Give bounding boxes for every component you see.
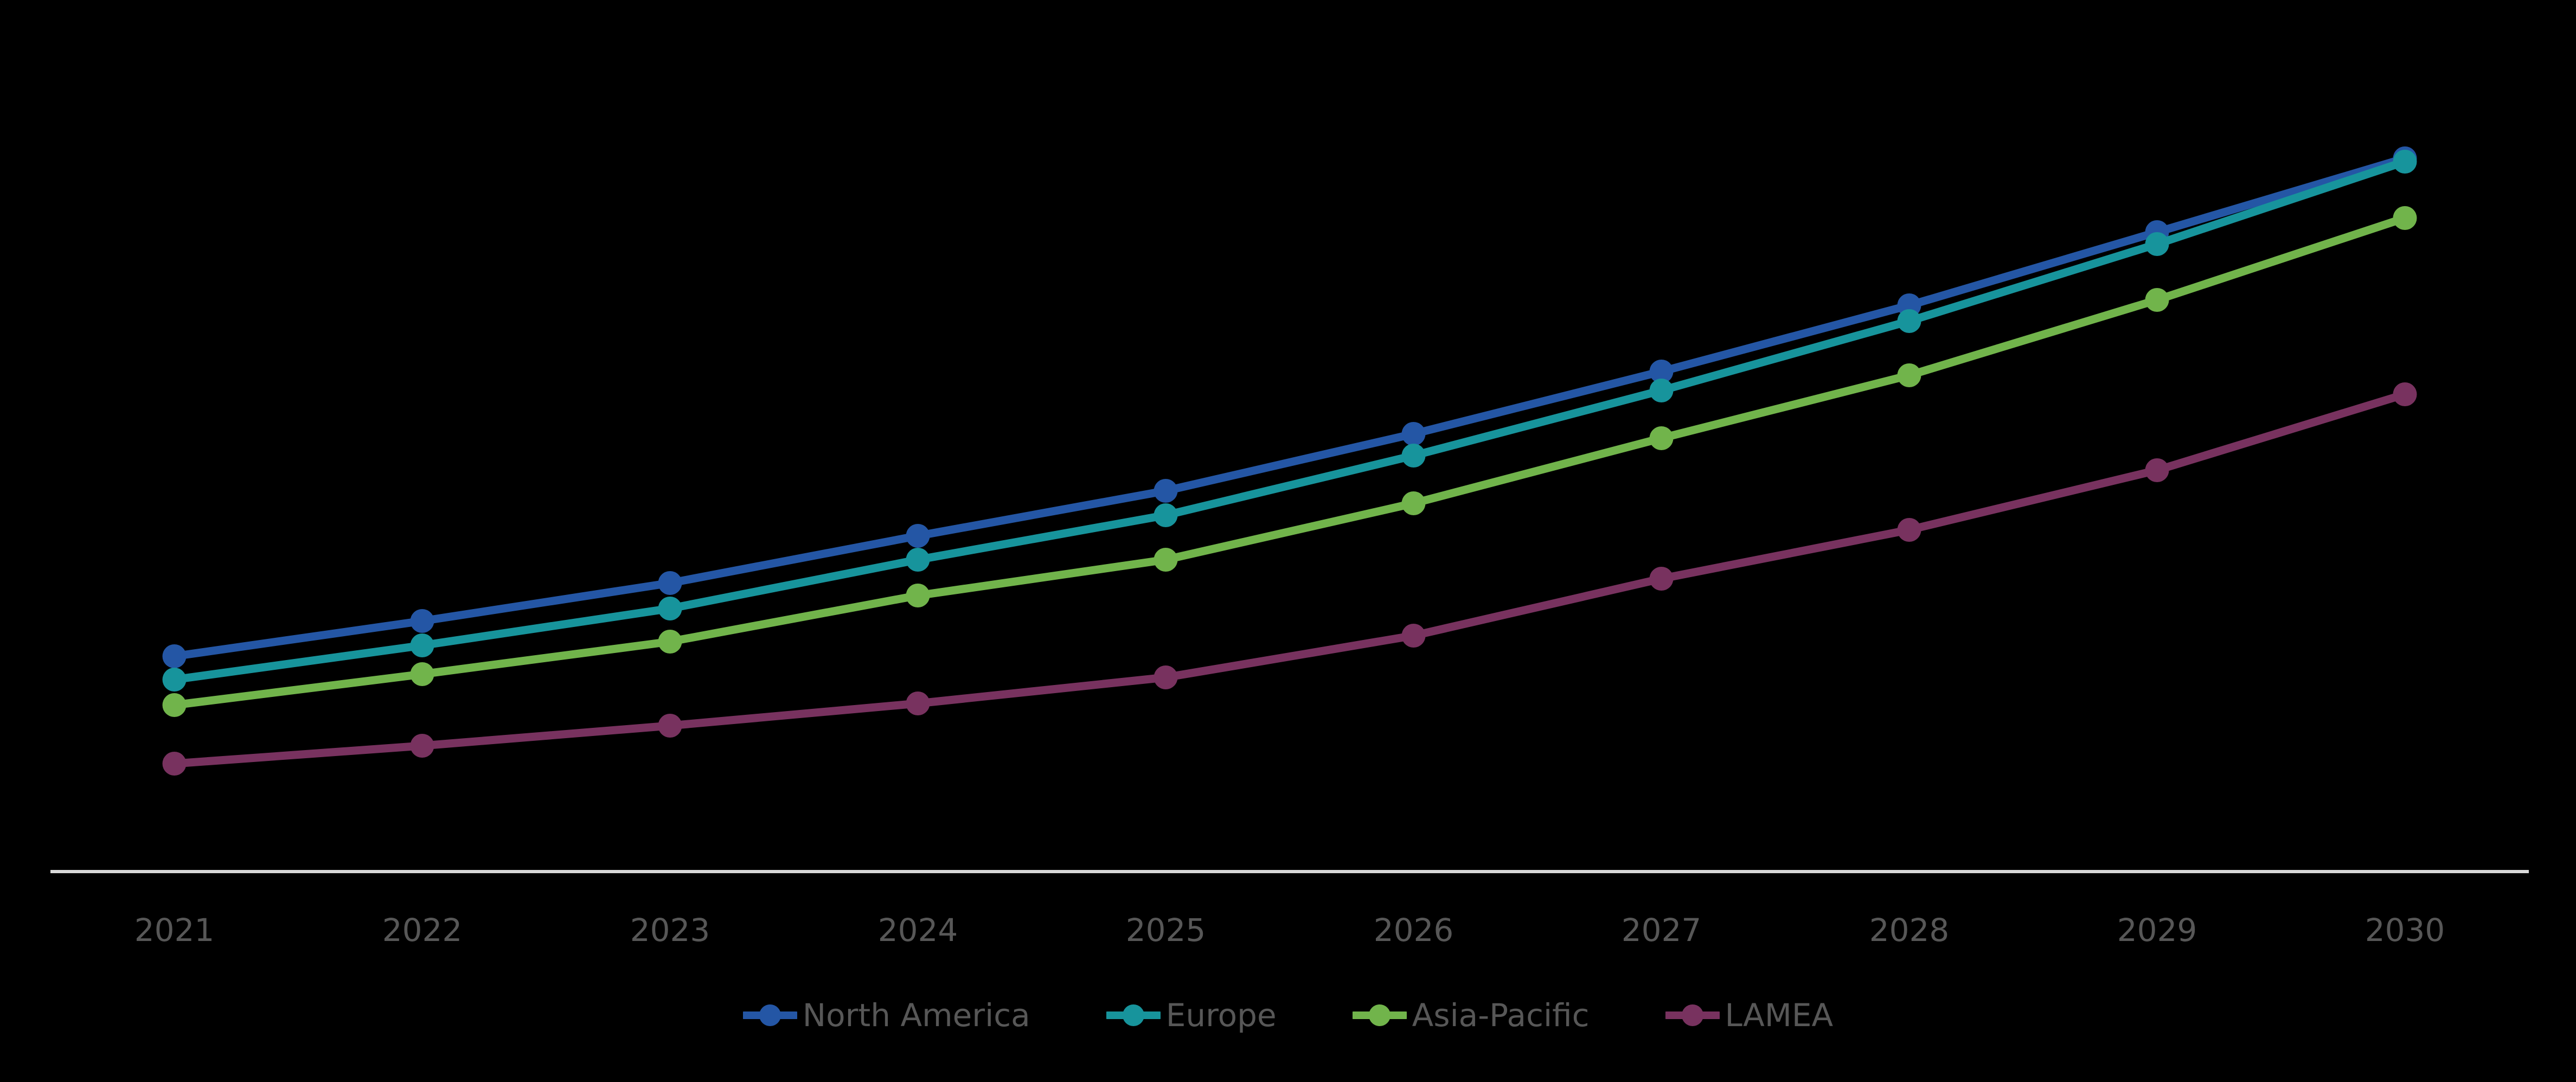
series-line-europe	[170, 157, 2409, 684]
data-point-asia-pacific-2023[interactable]	[658, 630, 682, 654]
data-point-north-america-2026[interactable]	[1401, 422, 1426, 446]
data-point-north-america-2025[interactable]	[1154, 479, 1178, 503]
data-point-europe-2024[interactable]	[906, 548, 930, 572]
data-point-europe-2025[interactable]	[1154, 503, 1178, 527]
x-axis-label-2026: 2026	[1374, 912, 1454, 949]
data-point-asia-pacific-2026[interactable]	[1401, 491, 1426, 515]
series-line-north-america	[170, 154, 2409, 661]
legend-label-europe: Europe	[1165, 997, 1277, 1034]
legend-item-lamea[interactable]: LAMEA	[1665, 997, 1834, 1034]
data-point-asia-pacific-2021[interactable]	[162, 693, 187, 717]
chart-legend: North America Europe Asia-Pacific LAMEA	[0, 997, 2576, 1034]
data-point-north-america-2022[interactable]	[410, 609, 434, 633]
data-point-europe-2023[interactable]	[658, 597, 682, 620]
legend-marker-icon-north-america	[742, 1004, 797, 1026]
series-line-asia-pacific	[170, 214, 2409, 709]
data-point-asia-pacific-2028[interactable]	[1897, 363, 1921, 387]
data-point-lamea-2029[interactable]	[2145, 458, 2169, 482]
legend-item-europe[interactable]: Europe	[1106, 997, 1277, 1034]
data-point-europe-2021[interactable]	[162, 668, 187, 692]
legend-marker-icon-europe	[1106, 1004, 1161, 1026]
data-point-europe-2027[interactable]	[1649, 379, 1674, 402]
data-point-north-america-2023[interactable]	[658, 571, 682, 595]
data-point-europe-2028[interactable]	[1897, 309, 1921, 333]
x-axis-label-2022: 2022	[382, 912, 463, 949]
data-point-europe-2030[interactable]	[2393, 150, 2417, 174]
data-point-asia-pacific-2030[interactable]	[2393, 206, 2417, 230]
x-axis-label-2023: 2023	[630, 912, 710, 949]
x-axis-line	[50, 870, 2529, 873]
data-point-lamea-2025[interactable]	[1154, 665, 1178, 689]
x-axis-label-2024: 2024	[878, 912, 958, 949]
data-point-asia-pacific-2024[interactable]	[906, 584, 930, 607]
x-axis-label-2025: 2025	[1126, 912, 1206, 949]
data-point-asia-pacific-2022[interactable]	[410, 662, 434, 686]
x-axis-label-2029: 2029	[2117, 912, 2197, 949]
legend-marker-icon-asia-pacific	[1352, 1004, 1407, 1026]
data-point-north-america-2027[interactable]	[1649, 360, 1674, 383]
series-line-lamea	[170, 390, 2409, 768]
data-point-europe-2022[interactable]	[410, 633, 434, 657]
data-point-lamea-2022[interactable]	[410, 734, 434, 758]
legend-item-north-america[interactable]: North America	[742, 997, 1030, 1034]
data-point-lamea-2024[interactable]	[906, 692, 930, 715]
x-axis-label-2021: 2021	[134, 912, 215, 949]
x-axis-label-2030: 2030	[2365, 912, 2445, 949]
legend-label-lamea: LAMEA	[1725, 997, 1834, 1034]
data-point-europe-2029[interactable]	[2145, 232, 2169, 256]
x-axis-label-2028: 2028	[1869, 912, 1950, 949]
x-axis-label-2027: 2027	[1622, 912, 1702, 949]
data-point-lamea-2027[interactable]	[1649, 567, 1674, 591]
legend-label-north-america: North America	[802, 997, 1030, 1034]
data-point-asia-pacific-2025[interactable]	[1154, 548, 1178, 572]
legend-item-asia-pacific[interactable]: Asia-Pacific	[1352, 997, 1590, 1034]
data-point-asia-pacific-2027[interactable]	[1649, 426, 1674, 450]
data-point-north-america-2021[interactable]	[162, 644, 187, 668]
data-point-asia-pacific-2029[interactable]	[2145, 288, 2169, 312]
data-point-lamea-2030[interactable]	[2393, 382, 2417, 406]
legend-marker-icon-lamea	[1665, 1004, 1720, 1026]
data-point-europe-2026[interactable]	[1401, 444, 1426, 468]
data-point-lamea-2028[interactable]	[1897, 518, 1921, 542]
data-point-lamea-2023[interactable]	[658, 714, 682, 738]
data-point-lamea-2021[interactable]	[162, 752, 187, 776]
legend-label-asia-pacific: Asia-Pacific	[1412, 997, 1590, 1034]
data-point-north-america-2024[interactable]	[906, 524, 930, 548]
data-point-lamea-2026[interactable]	[1401, 624, 1426, 648]
